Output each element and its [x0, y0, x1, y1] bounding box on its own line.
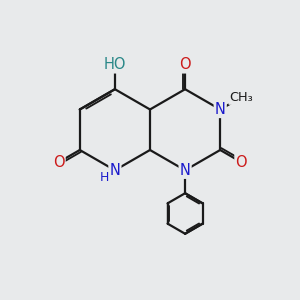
Text: O: O: [236, 155, 247, 170]
Text: H: H: [100, 170, 109, 184]
Text: N: N: [110, 163, 120, 178]
Text: CH₃: CH₃: [230, 91, 253, 104]
Text: HO: HO: [103, 57, 126, 72]
Text: O: O: [53, 155, 64, 170]
Text: O: O: [179, 57, 191, 72]
Text: N: N: [180, 163, 190, 178]
Text: N: N: [215, 102, 226, 117]
